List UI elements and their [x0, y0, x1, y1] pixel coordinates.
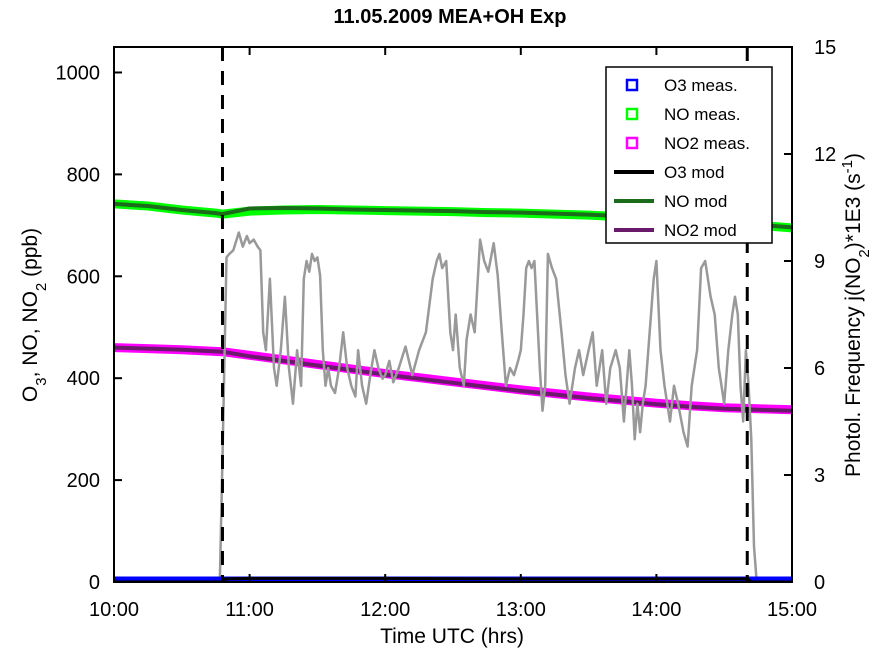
- series-jno2: [114, 231, 792, 582]
- x-axis-label: Time UTC (hrs): [380, 625, 524, 648]
- y-left-tick-label: 800: [67, 164, 100, 186]
- x-tick-label: 15:00: [767, 599, 817, 621]
- legend-marker-o3-meas: [625, 78, 639, 92]
- legend-label-no2-meas: NO2 meas.: [664, 134, 750, 153]
- y-left-tick-label: 200: [67, 470, 100, 492]
- y-left-tick-label: 400: [67, 368, 100, 390]
- legend-marker-no2-meas: [625, 136, 639, 150]
- legend-marker-no-meas: [625, 107, 639, 121]
- x-tick-label: 13:00: [496, 599, 546, 621]
- axes: 10:00 11:00 12:00 13:00 14:00 15:00 0 200 400 600…: [56, 37, 837, 621]
- legend-box: [605, 66, 773, 244]
- y-right-tick-label: 3: [814, 465, 825, 487]
- legend-label-no2-mod: NO2 mod: [664, 221, 737, 240]
- y-right-tick-label: 9: [814, 251, 825, 273]
- plot-frame: [113, 46, 793, 583]
- y-axis-right-label: Photol. Frequency j(NO2)*1E3 (s-1): [839, 153, 872, 477]
- legend: O3 meas. NO meas. NO2 meas. O3 mod NO mod NO2…: [605, 66, 773, 244]
- y-axis-left-label: O3, NO, NO2 (ppb): [19, 228, 50, 402]
- y-right-tick-label: 12: [814, 144, 836, 166]
- x-tick-label: 10:00: [89, 599, 139, 621]
- y-right-tick-label: 0: [814, 572, 825, 594]
- x-tick-label: 12:00: [360, 599, 410, 621]
- y-left-tick-label: 600: [67, 266, 100, 288]
- legend-label-o3-meas: O3 meas.: [664, 76, 738, 95]
- legend-label-no-meas: NO meas.: [664, 105, 741, 124]
- legend-label-no-mod: NO mod: [664, 192, 727, 211]
- y-left-tick-label: 1000: [56, 62, 101, 84]
- y-right-tick-label: 6: [814, 358, 825, 380]
- x-tick-label: 11:00: [225, 599, 274, 621]
- y-right-tick-label: 15: [814, 37, 836, 59]
- y-left-tick-label: 0: [89, 572, 100, 594]
- chart-title: 11.05.2009 MEA+OH Exp: [334, 6, 567, 28]
- x-tick-label: 14:00: [631, 599, 681, 621]
- legend-label-o3-mod: O3 mod: [664, 163, 724, 182]
